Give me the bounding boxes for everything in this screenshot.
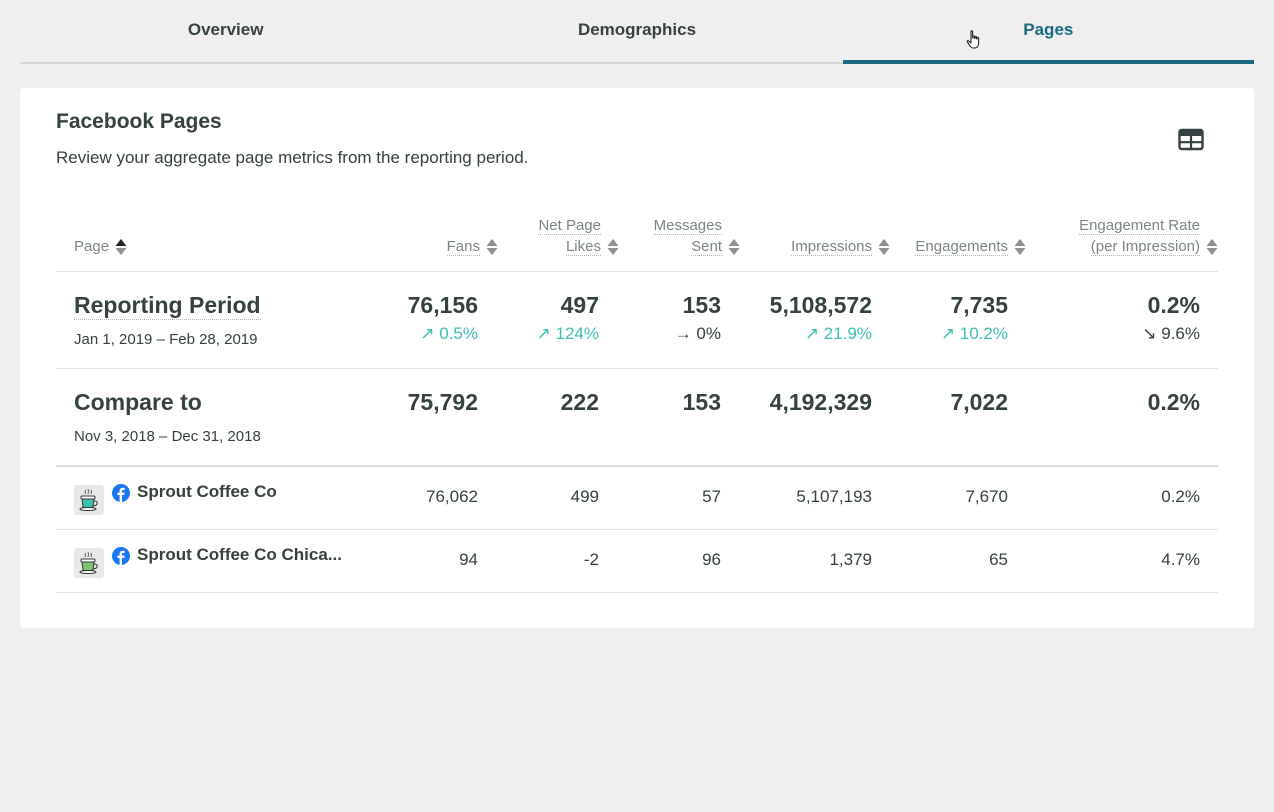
avatar — [74, 548, 104, 578]
compare-impressions: 4,192,329 — [769, 389, 872, 415]
avatar — [74, 485, 104, 515]
compare-period-row: Compare to Nov 3, 2018 – Dec 31, 2018 75… — [56, 369, 1218, 467]
card-title: Facebook Pages — [56, 110, 222, 133]
reporting-rate-change: ↘ 9.6% — [1142, 324, 1200, 343]
hand-cursor-icon — [966, 30, 980, 49]
column-rate-label-1: Engagement Rate — [1079, 217, 1200, 235]
column-fans-label: Fans — [446, 238, 480, 256]
page-name-link[interactable]: Sprout Coffee Co Chica... — [137, 545, 342, 564]
facebook-icon — [112, 547, 130, 565]
reporting-impressions-change: ↗ 21.9% — [804, 324, 872, 343]
sort-icon — [607, 239, 619, 255]
reporting-fans-value: 76,156 — [407, 292, 478, 318]
reporting-messages-value: 153 — [682, 292, 721, 318]
reporting-impressions: 5,108,572 ↗ 21.9% — [770, 292, 872, 344]
facebook-pages-card: Facebook Pages Review your aggregate pag… — [20, 88, 1254, 628]
reporting-fans-change: ↗ 0.5% — [420, 324, 478, 343]
reporting-likes: 497 ↗ 124% — [537, 292, 599, 344]
compare-period-dates: Nov 3, 2018 – Dec 31, 2018 — [74, 428, 261, 445]
page-engagements: 7,670 — [965, 487, 1008, 506]
column-page-label: Page — [74, 238, 110, 255]
reporting-messages-change: → 0% — [674, 324, 721, 343]
pages-table: Page Fans Net Page Likes Messages Sent — [56, 206, 1218, 593]
sort-icon — [728, 239, 740, 255]
page-impressions: 5,107,193 — [796, 487, 872, 506]
compare-engagements: 7,022 — [950, 389, 1008, 415]
page-likes: -2 — [583, 550, 599, 569]
facebook-icon — [112, 484, 130, 502]
sort-icon — [486, 239, 498, 255]
reporting-fans: 76,156 ↗ 0.5% — [408, 292, 478, 344]
sort-icon — [878, 239, 890, 255]
page-messages: 96 — [702, 550, 721, 569]
column-engagements[interactable]: Engagements — [915, 236, 1026, 257]
tab-pages[interactable]: Pages — [842, 0, 1255, 64]
column-impressions-label: Impressions — [791, 238, 872, 256]
column-impressions[interactable]: Impressions — [791, 236, 890, 257]
table-row: Sprout Coffee Co 76,062 499 57 5,107,193… — [56, 467, 1218, 530]
compare-period-label: Compare to — [74, 389, 202, 415]
page-fans: 94 — [459, 550, 478, 569]
tab-bar: Overview Demographics Pages — [20, 0, 1255, 64]
sort-icon — [1206, 239, 1218, 255]
compare-rate: 0.2% — [1147, 389, 1200, 415]
compare-messages: 153 — [682, 389, 721, 415]
tab-overview[interactable]: Overview — [187, 20, 264, 39]
column-messages-label-2: Sent — [691, 238, 722, 256]
column-net-likes-label-1: Net Page — [538, 217, 601, 235]
table-row: Sprout Coffee Co Chica... 94 -2 96 1,379… — [56, 530, 1218, 593]
column-rate-label-2: (per Impression) — [1090, 238, 1200, 256]
tab-demographics[interactable]: Demographics — [577, 20, 697, 39]
column-messages-sent[interactable]: Messages Sent — [653, 215, 740, 257]
page-engagements: 65 — [989, 550, 1008, 569]
column-net-likes-label-2: Likes — [565, 238, 601, 256]
page-rate: 4.7% — [1161, 550, 1200, 569]
column-engagement-rate[interactable]: Engagement Rate (per Impression) — [1079, 215, 1218, 257]
reporting-likes-value: 497 — [560, 292, 599, 318]
reporting-engagements: 7,735 ↗ 10.2% — [941, 292, 1008, 344]
page-likes: 499 — [570, 487, 599, 506]
column-messages-label-1: Messages — [653, 217, 722, 235]
card-subtitle: Review your aggregate page metrics from … — [56, 148, 529, 167]
reporting-engagements-change: ↗ 10.2% — [940, 324, 1008, 343]
page-rate: 0.2% — [1161, 487, 1200, 506]
reporting-likes-change: ↗ 124% — [536, 324, 599, 343]
coffee-cup-icon — [79, 488, 98, 511]
reporting-messages: 153 → 0% — [675, 292, 721, 344]
column-engagements-label: Engagements — [915, 238, 1008, 256]
compare-likes: 222 — [560, 389, 599, 415]
column-fans[interactable]: Fans — [446, 236, 498, 257]
reporting-rate-value: 0.2% — [1147, 292, 1200, 318]
reporting-rate: 0.2% ↘ 9.6% — [1142, 292, 1200, 344]
page-impressions: 1,379 — [829, 550, 872, 569]
sort-icon — [115, 239, 127, 255]
coffee-cup-icon — [79, 551, 98, 574]
page-name-link[interactable]: Sprout Coffee Co — [137, 482, 277, 501]
table-header: Page Fans Net Page Likes Messages Sent — [56, 206, 1218, 272]
reporting-period-dates: Jan 1, 2019 – Feb 28, 2019 — [74, 331, 258, 348]
page-messages: 57 — [702, 487, 721, 506]
table-view-icon[interactable] — [1178, 128, 1204, 152]
reporting-impressions-value: 5,108,572 — [769, 292, 872, 318]
page-fans: 76,062 — [426, 487, 478, 506]
column-page[interactable]: Page — [74, 236, 127, 257]
reporting-period-label[interactable]: Reporting Period — [74, 292, 261, 320]
reporting-period-row: Reporting Period Jan 1, 2019 – Feb 28, 2… — [56, 272, 1218, 369]
column-net-page-likes[interactable]: Net Page Likes — [538, 215, 619, 257]
compare-fans: 75,792 — [407, 389, 478, 415]
reporting-engagements-value: 7,735 — [950, 292, 1008, 318]
sort-icon — [1014, 239, 1026, 255]
